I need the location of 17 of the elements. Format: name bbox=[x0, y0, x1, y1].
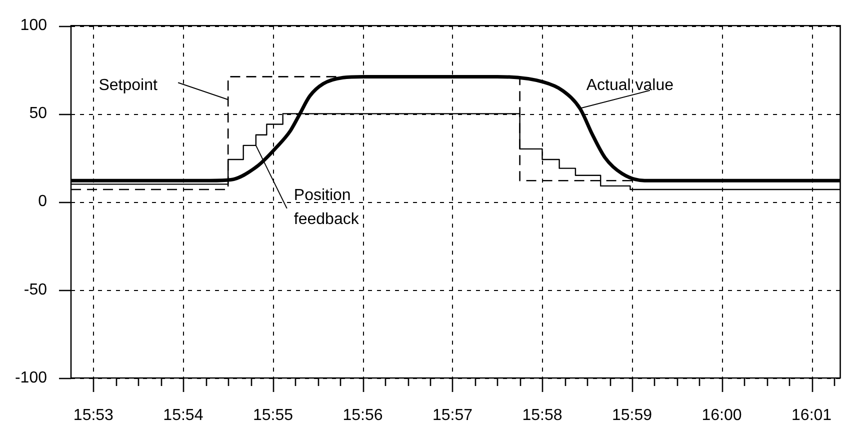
x-tick-label: 15:53 bbox=[73, 407, 114, 424]
annotation: Setpoint bbox=[98, 77, 158, 94]
x-tick-label: 15:57 bbox=[432, 407, 473, 424]
y-tick-label: -50 bbox=[24, 281, 48, 298]
x-tick-label: 15:59 bbox=[612, 407, 652, 424]
y-tick-label: -100 bbox=[14, 369, 48, 386]
x-tick-label: 15:54 bbox=[163, 407, 204, 424]
y-tick-label: 100 bbox=[20, 17, 48, 34]
x-tick-label: 15:56 bbox=[342, 407, 383, 424]
annotation: Actual value bbox=[586, 76, 674, 94]
x-tick-label: 16:01 bbox=[792, 407, 832, 424]
y-tick-label: 0 bbox=[38, 193, 48, 210]
y-tick-label: 50 bbox=[29, 105, 48, 122]
x-tick-label: 15:58 bbox=[522, 407, 562, 424]
x-tick-label: 16:00 bbox=[702, 407, 742, 424]
annotation: Position feedback bbox=[294, 186, 360, 228]
x-tick-label: 15:55 bbox=[252, 407, 294, 424]
